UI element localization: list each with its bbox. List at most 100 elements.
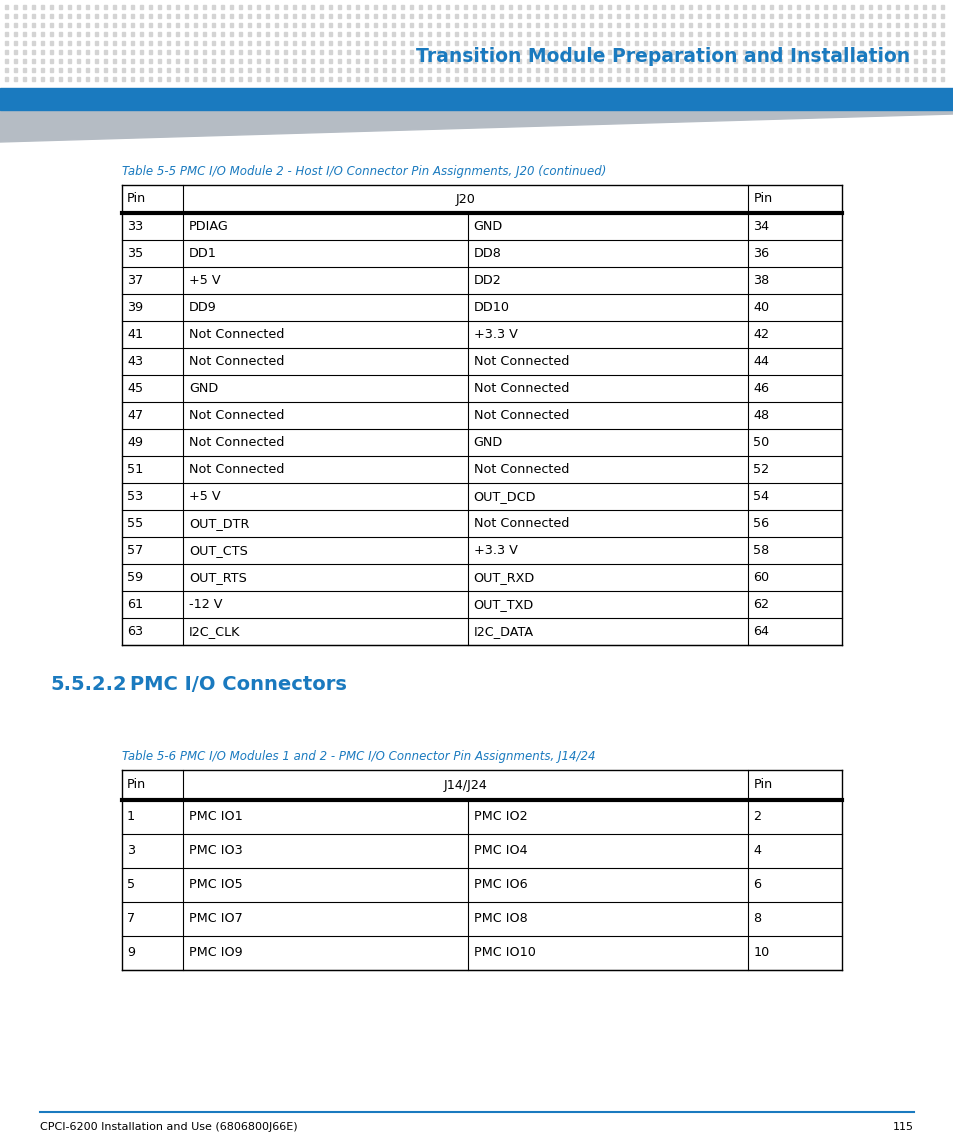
Bar — [418, 50, 422, 54]
Bar — [203, 23, 206, 26]
Bar — [733, 50, 737, 54]
Text: 40: 40 — [753, 301, 769, 314]
Bar — [779, 32, 781, 35]
Bar — [787, 50, 791, 54]
Bar — [625, 60, 629, 63]
Bar — [185, 32, 189, 35]
Bar — [931, 5, 935, 8]
Bar — [167, 32, 171, 35]
Bar — [23, 68, 27, 71]
Bar — [400, 77, 404, 80]
Bar — [473, 5, 476, 8]
Bar — [913, 77, 917, 80]
Bar — [652, 14, 656, 17]
Bar — [140, 5, 143, 8]
Bar — [841, 32, 844, 35]
Bar — [77, 60, 80, 63]
Text: 48: 48 — [753, 409, 769, 423]
Text: -12 V: -12 V — [189, 598, 222, 611]
Bar — [760, 14, 763, 17]
Bar — [221, 50, 224, 54]
Bar — [491, 60, 494, 63]
Bar — [230, 77, 233, 80]
Bar — [131, 60, 134, 63]
Bar — [760, 23, 763, 26]
Bar — [319, 68, 323, 71]
Bar — [193, 32, 197, 35]
Bar — [131, 5, 134, 8]
Bar — [77, 14, 80, 17]
Bar — [760, 41, 763, 45]
Bar — [5, 14, 9, 17]
Bar — [446, 77, 449, 80]
Bar — [526, 32, 530, 35]
Bar — [742, 14, 745, 17]
Bar — [509, 77, 512, 80]
Bar — [607, 32, 611, 35]
Bar — [481, 5, 485, 8]
Bar — [382, 41, 386, 45]
Bar — [536, 50, 539, 54]
Bar — [428, 77, 431, 80]
Bar — [832, 5, 836, 8]
Bar — [617, 60, 619, 63]
Bar — [293, 77, 296, 80]
Bar — [607, 68, 611, 71]
Text: Not Connected: Not Connected — [473, 382, 568, 395]
Text: 62: 62 — [753, 598, 768, 611]
Bar — [688, 77, 692, 80]
Bar — [814, 23, 818, 26]
Bar — [779, 23, 781, 26]
Bar — [509, 41, 512, 45]
Bar — [562, 5, 566, 8]
Bar — [877, 23, 881, 26]
Bar — [517, 41, 521, 45]
Bar — [392, 14, 395, 17]
Bar — [266, 77, 269, 80]
Bar — [580, 23, 584, 26]
Bar — [418, 60, 422, 63]
Text: DD1: DD1 — [189, 247, 217, 260]
Bar — [446, 14, 449, 17]
Bar — [23, 60, 27, 63]
Bar — [877, 32, 881, 35]
Bar — [886, 50, 889, 54]
Text: J14/J24: J14/J24 — [443, 779, 487, 791]
Bar — [158, 68, 161, 71]
Text: 3: 3 — [127, 845, 135, 858]
Bar — [679, 41, 682, 45]
Bar — [284, 23, 287, 26]
Bar — [509, 68, 512, 71]
Bar — [652, 5, 656, 8]
Text: 60: 60 — [753, 571, 769, 584]
Bar — [212, 32, 215, 35]
Text: 8: 8 — [753, 913, 760, 925]
Bar — [931, 32, 935, 35]
Bar — [256, 32, 260, 35]
Bar — [212, 77, 215, 80]
Bar — [59, 41, 63, 45]
Bar — [787, 23, 791, 26]
Bar — [913, 32, 917, 35]
Bar — [212, 50, 215, 54]
Text: 5.5.2.2: 5.5.2.2 — [50, 676, 127, 694]
Text: 35: 35 — [127, 247, 143, 260]
Bar — [491, 5, 494, 8]
Text: PMC IO2: PMC IO2 — [473, 811, 527, 823]
Bar — [923, 50, 925, 54]
Text: DD10: DD10 — [473, 301, 509, 314]
Bar — [319, 41, 323, 45]
Bar — [904, 50, 907, 54]
Bar — [355, 14, 359, 17]
Bar — [167, 5, 171, 8]
Bar — [814, 50, 818, 54]
Bar — [112, 60, 116, 63]
Bar — [14, 50, 17, 54]
Text: 37: 37 — [127, 274, 143, 287]
Bar — [895, 68, 899, 71]
Bar — [779, 5, 781, 8]
Bar — [572, 5, 575, 8]
Bar — [796, 68, 800, 71]
Bar — [796, 60, 800, 63]
Bar — [193, 14, 197, 17]
